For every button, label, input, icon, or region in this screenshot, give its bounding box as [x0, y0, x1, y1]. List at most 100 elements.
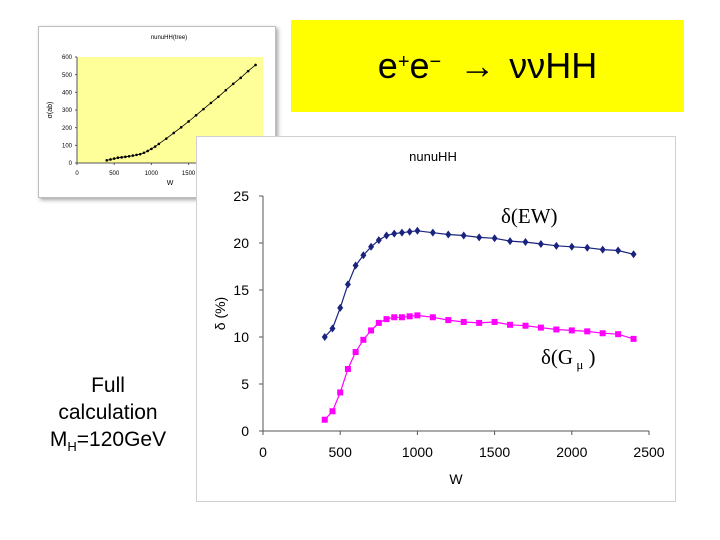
main-series-1-point	[337, 303, 344, 312]
inset-series-1-point	[231, 82, 235, 86]
main-y-axis-title: δ (%)	[212, 297, 228, 330]
inset-y-tick-label: 300	[62, 108, 73, 114]
main-x-tick-label: 2000	[556, 444, 587, 460]
main-y-tick-label: 15	[233, 282, 249, 298]
main-series-1-point	[630, 250, 637, 259]
title-process: ννHH	[509, 45, 598, 86]
inset-y-tick-label: 600	[62, 55, 73, 61]
inset-series-1-point	[194, 114, 198, 117]
main-series-2-point	[599, 330, 606, 337]
caption-line-2: calculation	[58, 401, 158, 424]
inset-y-tick-label: 0	[69, 161, 73, 167]
main-series-1-point	[615, 246, 622, 255]
main-series-2-point	[368, 327, 375, 334]
annotation-delta-gmu-sub: μ	[573, 357, 583, 372]
inset-x-tick-label: 1500	[182, 171, 196, 177]
inset-series-1-point	[239, 76, 242, 80]
main-series-1-point	[476, 233, 483, 242]
inset-y-tick-label: 200	[62, 126, 73, 132]
main-y-tick-label: 10	[233, 329, 249, 345]
inset-series-1-point	[138, 152, 142, 156]
main-series-2-point	[630, 335, 637, 342]
main-series-1-point	[344, 280, 351, 289]
main-series-1-point	[584, 243, 591, 252]
title-e1: e	[377, 45, 398, 86]
caption-mh-suffix: =120GeV	[76, 428, 167, 451]
inset-series-1-point	[116, 156, 120, 159]
main-series-1-point	[368, 242, 375, 251]
caption-line-1: Full	[91, 374, 125, 397]
main-series-2-point	[337, 389, 344, 396]
title-e2: e	[409, 45, 430, 86]
inset-x-tick-label: 0	[75, 171, 79, 177]
inset-series-1-point	[124, 155, 127, 159]
main-series-2-point	[522, 322, 529, 329]
main-series-1-point	[522, 238, 529, 247]
main-series-2-point	[460, 318, 467, 325]
inset-y-tick-label: 100	[62, 143, 73, 149]
main-series-1-point	[321, 333, 328, 341]
inset-y-tick-label: 400	[62, 90, 73, 96]
main-series-2-point	[537, 324, 544, 331]
main-series-1-point	[383, 231, 390, 240]
caption: Full calculation MH=120GeV	[20, 372, 196, 460]
main-series-1-point	[329, 324, 336, 333]
main-x-axis-title: W	[449, 471, 463, 487]
arrow-icon: →	[459, 45, 496, 86]
inset-series-1-point	[142, 151, 146, 155]
main-y-tick-label: 25	[233, 188, 249, 204]
inset-series-1-point	[187, 120, 190, 123]
inset-series-1-point	[146, 149, 149, 153]
inset-series-1-point	[109, 158, 112, 161]
main-series-2-point	[360, 336, 367, 343]
inset-series-1-point	[105, 159, 109, 162]
inset-series-1-point	[254, 63, 257, 67]
main-series-2-point	[406, 313, 413, 320]
inset-series-1-point	[164, 137, 168, 140]
main-series-2-point	[352, 349, 359, 356]
main-series-2-point	[329, 408, 336, 415]
inset-series-1-point	[127, 154, 131, 158]
inset-series-1-point	[224, 88, 228, 92]
inset-series-1-point	[150, 147, 153, 151]
inset-y-tick-label: 500	[62, 73, 73, 79]
main-series-2-point	[344, 365, 351, 372]
main-series-2-point	[321, 416, 328, 423]
main-y-tick-label: 0	[241, 423, 249, 439]
main-series-2-point	[414, 312, 421, 319]
slide-title: e + e − → ννHH	[291, 20, 684, 112]
main-series-2-point	[429, 314, 436, 321]
inset-series-1-point	[172, 131, 176, 135]
main-series-1-point	[391, 229, 398, 238]
main-series-1-point	[491, 234, 498, 243]
main-series-1-point	[352, 261, 359, 270]
main-chart: nunuHH 0 500 1000 1500 2000 2500 0 5 10 15 20 25 Wδ (…	[212, 149, 665, 487]
main-series-2-point	[375, 319, 382, 326]
main-x-tick-label: 1000	[402, 444, 433, 460]
inset-x-tick-label: 500	[109, 171, 120, 177]
main-series-2-point	[476, 319, 483, 326]
main-series-2-point	[445, 317, 452, 324]
main-series-1-point	[406, 227, 413, 236]
inset-y-axis-title: σ(ab)	[47, 102, 54, 119]
caption-line-3: MH=120GeV	[20, 426, 196, 460]
inset-x-tick-label: 1000	[145, 171, 159, 177]
inset-series-1-point	[153, 145, 157, 148]
main-x-tick-label: 0	[259, 444, 267, 460]
main-series-1-point	[507, 237, 514, 246]
annotation-delta-ew: δ(EW)	[501, 204, 558, 228]
caption-mh-prefix: M	[49, 428, 68, 451]
inset-series-1-point	[246, 69, 250, 73]
main-series-1-point	[460, 231, 467, 240]
caption-mh-sub: H	[67, 439, 77, 455]
main-series-1-point	[445, 230, 452, 239]
main-x-tick-label: 1500	[479, 444, 510, 460]
main-series-2-point	[391, 314, 398, 321]
inset-chart-title: nunuHH(tree)	[151, 35, 187, 41]
inset-series-1-point	[157, 142, 161, 146]
main-series-2-point	[491, 318, 498, 325]
inset-series-1-point	[179, 126, 183, 129]
main-series-2-point	[398, 314, 405, 321]
main-chart-title: nunuHH	[409, 149, 457, 164]
